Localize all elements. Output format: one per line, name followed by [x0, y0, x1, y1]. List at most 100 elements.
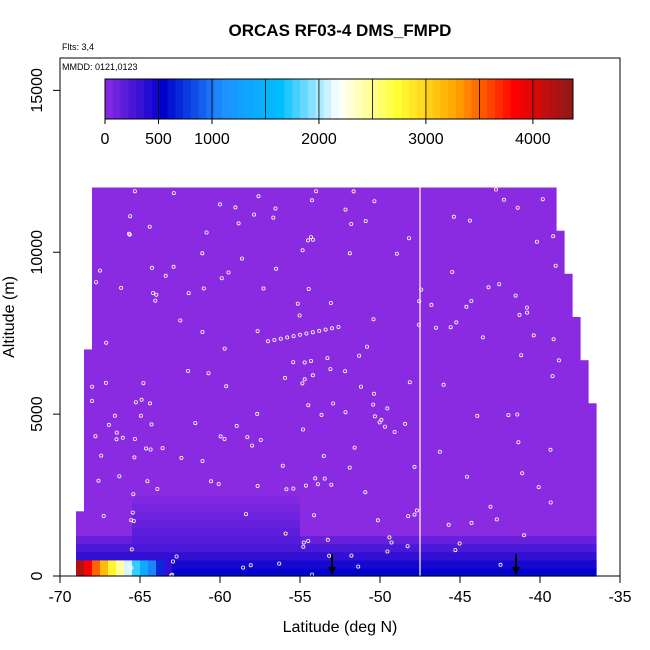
heat-cell [364, 519, 373, 528]
heat-cell [372, 333, 381, 342]
heat-cell [244, 300, 253, 310]
heat-cell [556, 430, 565, 439]
heat-cell [252, 478, 261, 488]
heat-cell [132, 446, 141, 456]
heat-cell [508, 195, 517, 205]
heat-cell [564, 341, 573, 350]
heat-cell [316, 511, 325, 520]
heat-cell [284, 462, 293, 472]
heat-cell [220, 462, 229, 472]
heat-cell [228, 349, 237, 359]
heat-cell [172, 260, 181, 269]
heat-cell [580, 430, 589, 439]
heat-cell [364, 236, 373, 245]
heat-cell [388, 236, 397, 245]
heat-cell [172, 462, 181, 472]
heat-cell [228, 341, 237, 350]
heat-cell [236, 519, 245, 528]
heat-cell [180, 292, 189, 302]
heat-cell [124, 276, 133, 286]
heat-cell [228, 503, 237, 512]
heat-cell [228, 333, 237, 342]
heat-cell [268, 244, 277, 253]
heat-cell [380, 349, 389, 359]
heat-cell [244, 365, 253, 375]
heat-cell [140, 236, 149, 245]
heat-cell [132, 559, 141, 569]
heat-cell [508, 349, 517, 359]
heat-cell [324, 495, 333, 504]
colorbar-swatch [214, 79, 223, 119]
heat-cell [108, 325, 117, 334]
heat-cell [532, 535, 541, 545]
heat-cell [332, 276, 341, 286]
heat-cell [324, 422, 333, 431]
heat-cell [516, 478, 525, 488]
heat-cell [236, 276, 245, 286]
heat-cell [380, 211, 389, 221]
heat-cell [260, 389, 269, 399]
heat-cell [492, 317, 501, 326]
heat-cell [444, 414, 453, 423]
heat-cell [516, 462, 525, 472]
heat-cell [564, 487, 573, 496]
heat-cell [324, 389, 333, 399]
heat-cell [284, 406, 293, 415]
heat-cell [316, 276, 325, 286]
heat-cell [172, 219, 181, 229]
heat-cell [180, 406, 189, 415]
heat-cell [436, 244, 445, 253]
sample-point [515, 205, 520, 210]
heat-cell [500, 284, 509, 294]
heat-cell [556, 333, 565, 342]
heat-cell [252, 446, 261, 456]
heat-cell [140, 381, 149, 391]
heat-cell [484, 325, 493, 334]
heat-cell [140, 187, 149, 197]
heat-cell [508, 495, 517, 504]
heat-cell [340, 317, 349, 326]
heat-cell [132, 284, 141, 294]
heat-cell [236, 478, 245, 488]
heat-cell [532, 284, 541, 294]
heat-cell [580, 503, 589, 512]
heat-cell [476, 381, 485, 391]
heat-cell [476, 462, 485, 472]
heat-cell [436, 284, 445, 294]
sample-point [534, 239, 539, 244]
heat-cell [252, 203, 261, 213]
heat-cell [220, 559, 229, 569]
heat-cell [556, 284, 565, 294]
heat-cell [220, 567, 229, 577]
heat-cell [316, 543, 325, 553]
sample-point [222, 436, 227, 441]
heat-cell [524, 503, 533, 512]
heat-cell [364, 228, 373, 237]
heat-cell [580, 462, 589, 472]
colorbar-swatch [120, 79, 129, 119]
heat-cell [340, 219, 349, 229]
sample-point [372, 199, 377, 204]
heat-cell [588, 414, 597, 423]
heat-cell [236, 559, 245, 569]
heat-cell [332, 260, 341, 269]
heat-cell [180, 268, 189, 278]
heat-cell [460, 389, 469, 399]
colorbar-swatch [424, 79, 434, 119]
sample-point [540, 197, 545, 202]
heat-cell [460, 430, 469, 439]
heat-cell [292, 195, 301, 205]
heat-cell [548, 414, 557, 423]
heat-cell [484, 300, 493, 310]
heat-cell [524, 559, 533, 569]
heat-cell [324, 406, 333, 415]
heat-cell [348, 422, 357, 431]
heat-cell [428, 284, 437, 294]
heat-cell [164, 422, 173, 431]
heat-cell [524, 187, 533, 197]
heat-cell [444, 487, 453, 496]
heat-cell [316, 300, 325, 310]
heat-cell [212, 389, 221, 399]
heat-cell [292, 276, 301, 286]
heat-cell [324, 438, 333, 448]
